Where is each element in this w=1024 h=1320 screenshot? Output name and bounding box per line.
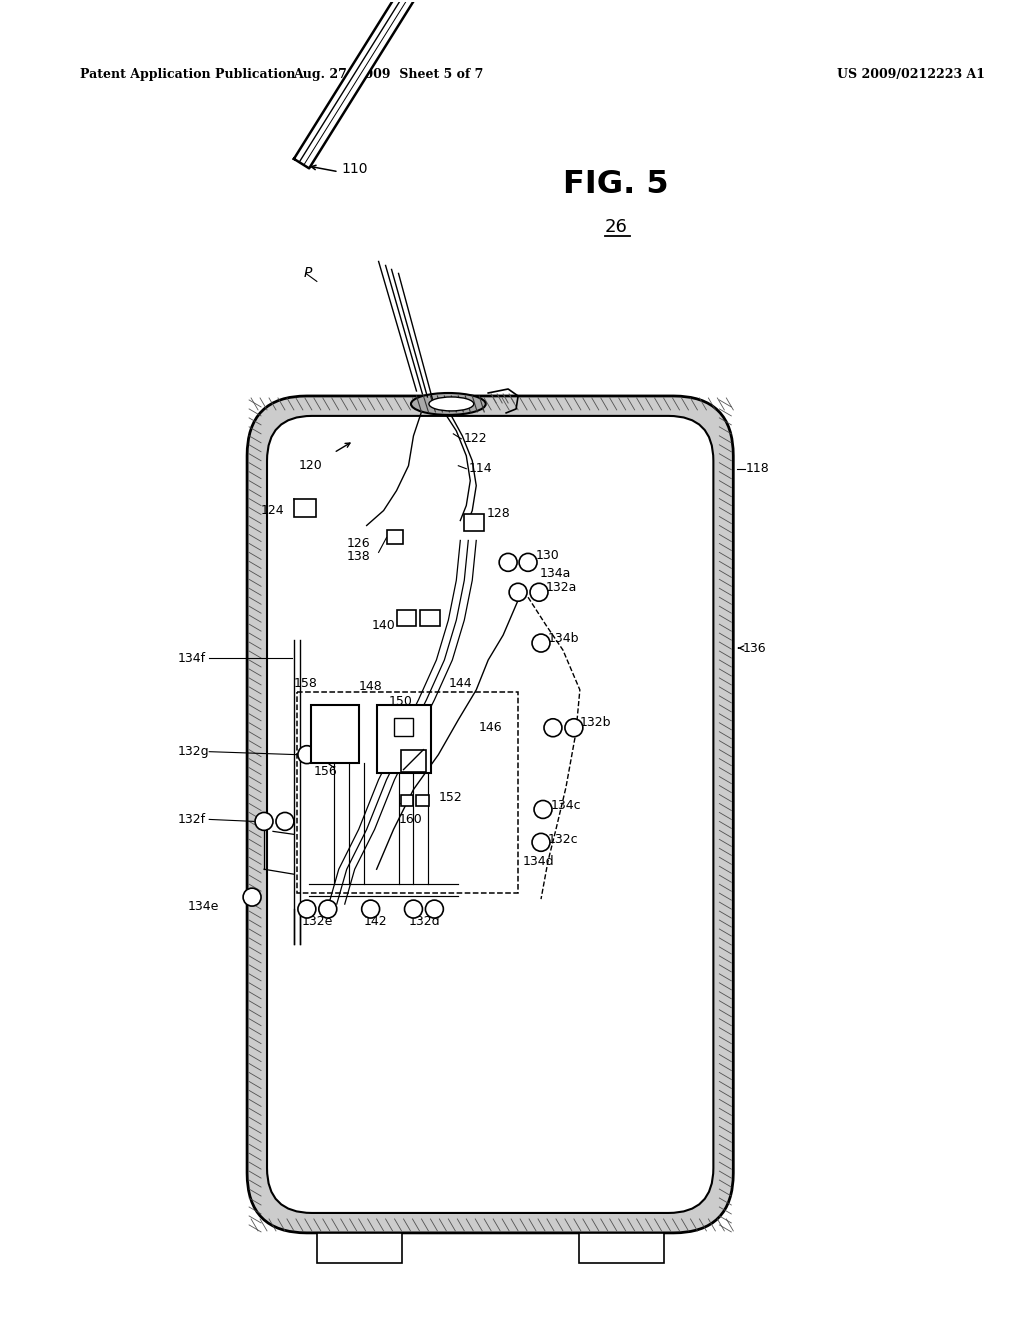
Circle shape <box>298 900 315 917</box>
Text: 146: 146 <box>478 721 502 734</box>
Text: 152: 152 <box>438 791 462 804</box>
Text: 120: 120 <box>299 459 323 473</box>
Text: 156: 156 <box>313 766 338 777</box>
Circle shape <box>255 812 273 830</box>
Text: 132g: 132g <box>177 746 209 758</box>
Bar <box>421 610 440 626</box>
Circle shape <box>509 583 527 601</box>
Text: 154: 154 <box>400 735 424 747</box>
Text: 128: 128 <box>486 507 510 520</box>
Text: 150: 150 <box>388 694 413 708</box>
Text: 138: 138 <box>347 550 371 562</box>
Circle shape <box>535 800 552 818</box>
Bar <box>400 750 426 772</box>
Circle shape <box>361 900 380 917</box>
Text: 132d: 132d <box>409 915 440 928</box>
FancyBboxPatch shape <box>247 396 733 1233</box>
Bar <box>316 1233 401 1263</box>
Text: 132f: 132f <box>177 813 206 826</box>
Text: 132b: 132b <box>580 717 611 729</box>
Text: 142: 142 <box>364 915 387 928</box>
Circle shape <box>519 553 537 572</box>
Text: 134e: 134e <box>187 900 219 912</box>
Circle shape <box>565 719 583 737</box>
Circle shape <box>544 719 562 737</box>
Bar <box>377 705 431 772</box>
Text: P: P <box>304 267 312 280</box>
Text: 132c: 132c <box>548 833 579 846</box>
Polygon shape <box>294 0 433 169</box>
Text: 136: 136 <box>742 642 766 655</box>
Bar <box>311 705 358 763</box>
Text: LB: LB <box>398 796 411 807</box>
Bar <box>393 718 414 735</box>
Circle shape <box>276 812 294 830</box>
Bar <box>417 795 429 807</box>
Text: 118: 118 <box>745 462 769 475</box>
Bar <box>387 531 402 544</box>
Text: US 2009/0212223 A1: US 2009/0212223 A1 <box>837 67 985 81</box>
Circle shape <box>532 634 550 652</box>
FancyBboxPatch shape <box>267 416 714 1213</box>
Text: 134a: 134a <box>540 566 571 579</box>
Text: 148: 148 <box>358 680 382 693</box>
Text: 158: 158 <box>294 677 317 690</box>
Circle shape <box>425 900 443 917</box>
Text: 126: 126 <box>347 537 371 550</box>
Bar <box>297 692 518 894</box>
Bar <box>579 1233 664 1263</box>
Bar <box>396 610 417 626</box>
Text: 132a: 132a <box>546 581 578 594</box>
Text: 134d: 134d <box>523 855 555 867</box>
Text: 110: 110 <box>342 162 369 176</box>
Text: 134b: 134b <box>548 631 580 644</box>
Circle shape <box>404 900 423 917</box>
Circle shape <box>318 900 337 917</box>
Text: 132e: 132e <box>302 915 333 928</box>
Text: 160: 160 <box>398 813 422 826</box>
Text: 114: 114 <box>468 462 492 475</box>
Text: 26: 26 <box>604 218 627 235</box>
Circle shape <box>243 888 261 906</box>
Text: 130: 130 <box>536 549 560 562</box>
Text: 144: 144 <box>449 677 472 690</box>
Text: FIG. 5: FIG. 5 <box>563 169 669 201</box>
Bar <box>400 795 414 807</box>
Text: 122: 122 <box>463 433 487 445</box>
Bar <box>464 513 484 532</box>
Bar <box>294 499 315 516</box>
Circle shape <box>530 583 548 601</box>
Circle shape <box>532 833 550 851</box>
Text: Patent Application Publication: Patent Application Publication <box>80 67 295 81</box>
Ellipse shape <box>429 397 474 411</box>
Text: 124: 124 <box>260 504 284 517</box>
Text: Aug. 27, 2009  Sheet 5 of 7: Aug. 27, 2009 Sheet 5 of 7 <box>294 67 483 81</box>
Circle shape <box>298 746 315 763</box>
Text: 134f: 134f <box>177 652 206 664</box>
Circle shape <box>499 553 517 572</box>
Text: 134c: 134c <box>551 799 582 812</box>
Text: 140: 140 <box>372 619 395 632</box>
Ellipse shape <box>411 393 485 414</box>
